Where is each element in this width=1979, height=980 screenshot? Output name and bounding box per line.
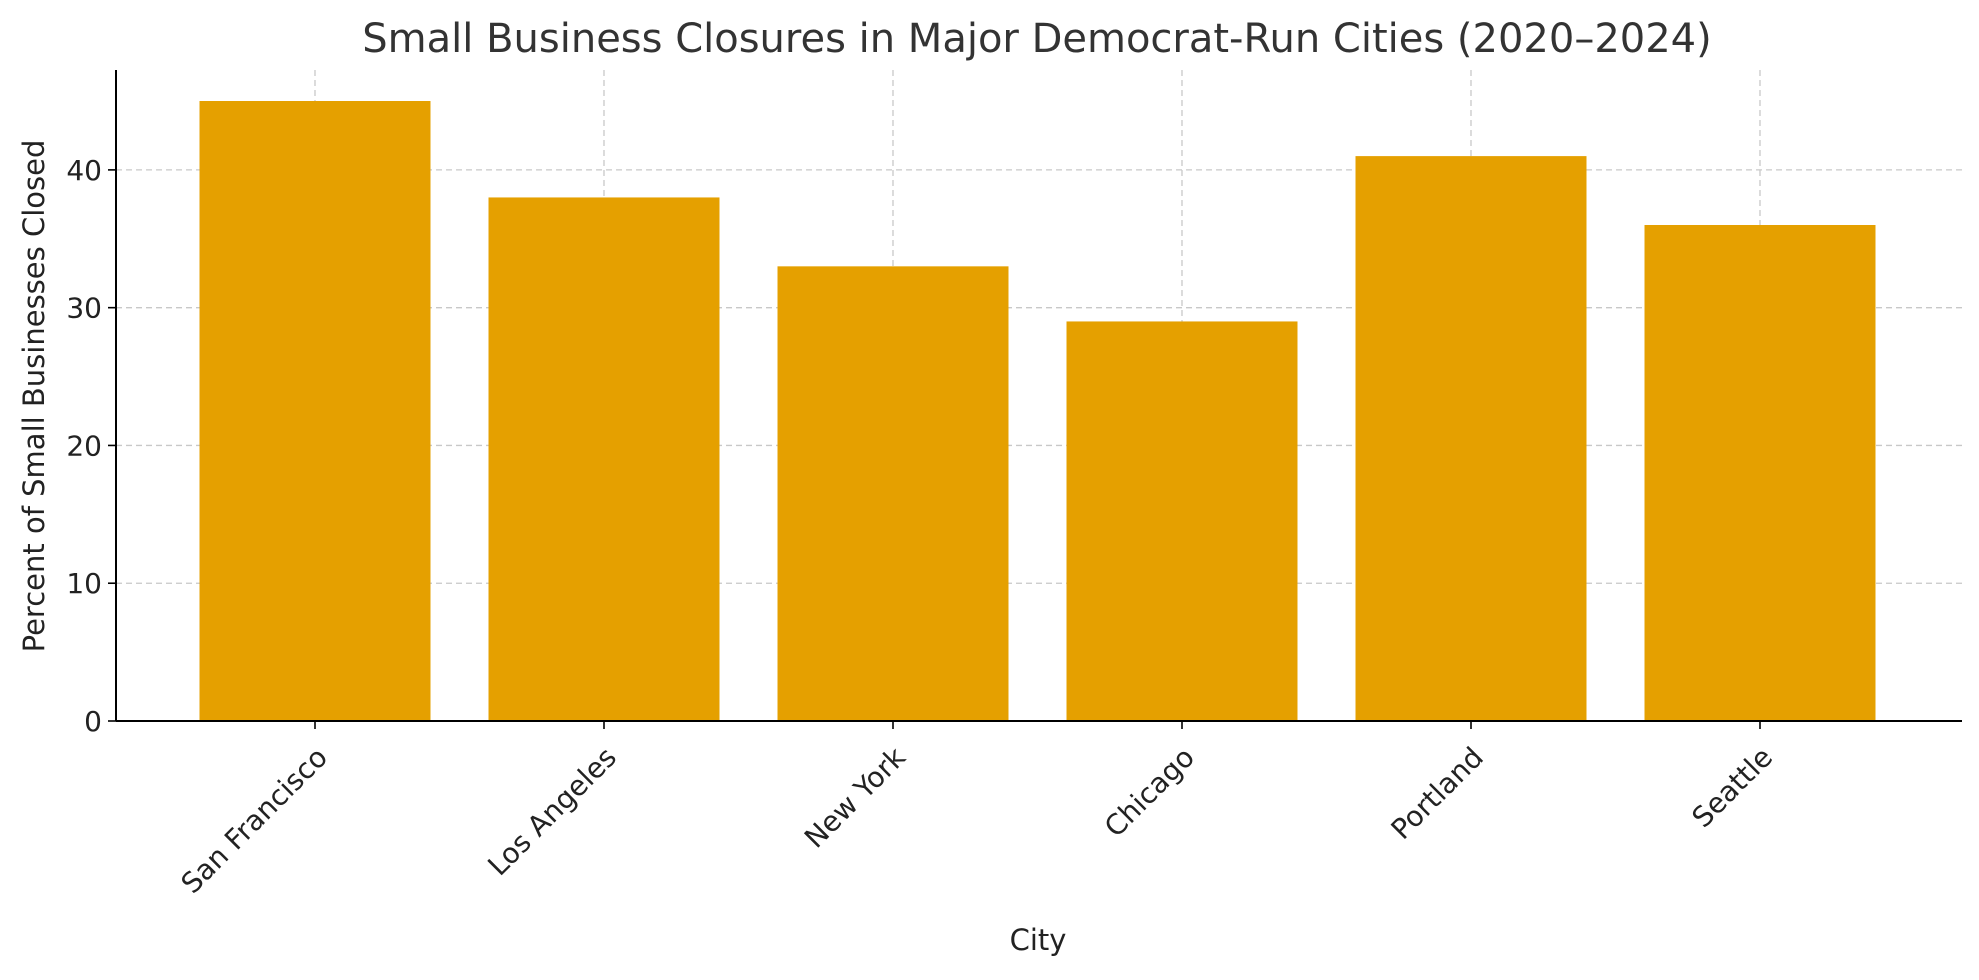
- y-tick-label: 20: [66, 429, 102, 462]
- bar-los-angeles: [488, 197, 720, 721]
- x-tick-label: Seattle: [1686, 741, 1779, 834]
- x-ticks: San Francisco Los Angeles New York Chicago P…: [175, 721, 1779, 900]
- y-ticks: 0 10 20 30 40: [66, 154, 116, 738]
- bar-new-york: [777, 266, 1009, 721]
- y-tick-label: 10: [66, 567, 102, 600]
- x-tick-label: Chicago: [1098, 741, 1201, 844]
- y-tick-label: 30: [66, 292, 102, 325]
- x-tick-label: Portland: [1385, 741, 1490, 846]
- x-axis-label: City: [1010, 923, 1067, 957]
- bar-chicago: [1066, 321, 1298, 721]
- x-tick-label: San Francisco: [175, 741, 334, 900]
- bars: [199, 101, 1876, 722]
- bar-seattle: [1644, 225, 1876, 721]
- grid-y: [116, 169, 1962, 584]
- y-tick-label: 0: [84, 705, 102, 738]
- bar-portland: [1355, 156, 1587, 722]
- bar-san-francisco: [199, 101, 431, 721]
- x-tick-label: New York: [798, 740, 913, 855]
- y-axis-label: Percent of Small Businesses Closed: [17, 140, 51, 653]
- chart-title: Small Business Closures in Major Democra…: [362, 16, 1711, 62]
- x-tick-label: Los Angeles: [481, 741, 623, 883]
- y-tick-label: 40: [66, 154, 102, 187]
